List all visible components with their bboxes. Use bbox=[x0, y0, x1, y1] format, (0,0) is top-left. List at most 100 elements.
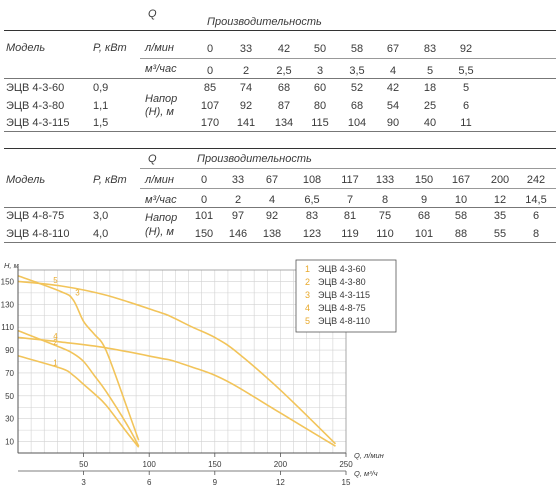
y-tick-label: 150 bbox=[1, 277, 15, 286]
head-value: 104 bbox=[347, 117, 367, 129]
legend-box bbox=[295, 259, 397, 333]
m3h-value: 0 bbox=[206, 65, 214, 77]
m3h-label: м³/час bbox=[145, 63, 177, 75]
m3h-value: 10 bbox=[454, 194, 468, 206]
head-value: 83 bbox=[305, 210, 319, 222]
legend-number: 4 bbox=[305, 303, 310, 313]
header-bottom-rule bbox=[4, 78, 556, 79]
head-value: 60 bbox=[313, 82, 327, 94]
curve-number-label: 1 bbox=[53, 358, 58, 367]
head-value: 11 bbox=[460, 117, 472, 129]
power-header: P, кВт bbox=[93, 42, 127, 54]
m3h-value: 8 bbox=[381, 194, 389, 206]
m3h-value: 5,5 bbox=[458, 65, 474, 77]
curve-number-label: 5 bbox=[53, 276, 58, 285]
y-tick-label: 90 bbox=[5, 346, 14, 355]
performance-label: Производительность bbox=[197, 153, 312, 165]
x2-tick-label: 6 bbox=[147, 478, 152, 487]
y-tick-label: 50 bbox=[5, 392, 14, 401]
head-value: 90 bbox=[386, 117, 400, 129]
lpm-value: 133 bbox=[375, 174, 395, 186]
curve-series-2 bbox=[17, 329, 140, 447]
model-header: Модель bbox=[6, 174, 46, 186]
head-unit-label: (H), м bbox=[145, 226, 174, 238]
q-label: Q bbox=[148, 153, 157, 165]
m3h-value: 0 bbox=[200, 194, 208, 206]
head-value: 138 bbox=[262, 228, 282, 240]
lpm-value: 33 bbox=[231, 174, 245, 186]
lpm-label: л/мин bbox=[145, 174, 174, 186]
m3h-value: 14,5 bbox=[525, 194, 547, 206]
curve-series-4 bbox=[17, 336, 336, 447]
head-value: 6 bbox=[532, 210, 540, 222]
power-value: 1,1 bbox=[93, 100, 109, 112]
head-value: 110 bbox=[376, 228, 394, 240]
power-value: 1,5 bbox=[93, 117, 109, 129]
q-label: Q bbox=[148, 8, 157, 20]
y-tick-label: 130 bbox=[1, 300, 15, 309]
x-tick-label: 200 bbox=[274, 460, 288, 469]
x2-axis-title: Q, м³/ч bbox=[354, 469, 378, 478]
m3h-value: 9 bbox=[420, 194, 428, 206]
m3h-value: 6,5 bbox=[304, 194, 320, 206]
head-value: 101 bbox=[414, 228, 434, 240]
model-name: ЭЦВ 4-8-110 bbox=[6, 228, 70, 240]
head-value: 87 bbox=[277, 100, 291, 112]
head-value: 52 bbox=[350, 82, 364, 94]
power-header: P, кВт bbox=[93, 174, 127, 186]
m3h-value: 4 bbox=[268, 194, 276, 206]
head-value: 6 bbox=[462, 100, 470, 112]
head-value: 18 bbox=[423, 82, 437, 94]
head-value: 42 bbox=[386, 82, 400, 94]
head-value: 92 bbox=[265, 210, 279, 222]
power-value: 0,9 bbox=[93, 82, 109, 94]
curve-series-3 bbox=[17, 274, 140, 441]
chart-legend: 1 ЭЦВ 4-3-60 2 ЭЦВ 4-3-80 3 ЭЦВ 4-3-115 4 ЭЦВ 4… bbox=[295, 259, 397, 333]
head-value: 55 bbox=[493, 228, 507, 240]
x2-tick-label: 12 bbox=[276, 478, 285, 487]
legend-label: ЭЦВ 4-8-110 bbox=[318, 316, 370, 326]
head-value: 35 bbox=[493, 210, 507, 222]
performance-label: Производительность bbox=[207, 16, 322, 28]
lpm-label: л/мин bbox=[145, 42, 174, 54]
lpm-value: 33 bbox=[239, 43, 253, 55]
lpm-value: 0 bbox=[206, 43, 214, 55]
legend-label: ЭЦВ 4-3-60 bbox=[318, 264, 366, 274]
head-value: 40 bbox=[423, 117, 437, 129]
row-divider bbox=[140, 58, 556, 59]
curve-number-label: 2 bbox=[53, 338, 58, 347]
x2-tick-label: 9 bbox=[213, 478, 218, 487]
head-value: 8 bbox=[532, 228, 540, 240]
head-value: 88 bbox=[454, 228, 468, 240]
header-bottom-rule bbox=[4, 207, 556, 208]
lpm-value: 67 bbox=[265, 174, 279, 186]
head-value: 170 bbox=[200, 117, 220, 129]
head-value: 115 bbox=[311, 117, 329, 129]
legend-number: 1 bbox=[305, 264, 310, 274]
m3h-label: м³/час bbox=[145, 194, 177, 206]
head-value: 5 bbox=[462, 82, 470, 94]
m3h-value: 3,5 bbox=[349, 65, 365, 77]
table-top-rule bbox=[4, 148, 556, 149]
model-name: ЭЦВ 4-8-75 bbox=[6, 210, 65, 222]
head-value: 80 bbox=[313, 100, 327, 112]
lpm-value: 42 bbox=[277, 43, 291, 55]
lpm-value: 167 bbox=[451, 174, 471, 186]
y-tick-label: 30 bbox=[5, 415, 14, 424]
curve-number-label: 3 bbox=[75, 289, 80, 298]
head-value: 97 bbox=[231, 210, 245, 222]
m3h-value: 2 bbox=[242, 65, 250, 77]
head-value: 146 bbox=[228, 228, 248, 240]
head-label: Напор bbox=[145, 93, 178, 105]
y-axis-title: H, м bbox=[4, 261, 19, 270]
head-value: 58 bbox=[454, 210, 468, 222]
legend-number: 3 bbox=[305, 290, 310, 300]
head-value: 141 bbox=[236, 117, 256, 129]
lpm-value: 200 bbox=[490, 174, 510, 186]
lpm-value: 108 bbox=[302, 174, 322, 186]
head-value: 74 bbox=[239, 82, 253, 94]
head-value: 123 bbox=[302, 228, 322, 240]
m3h-value: 4 bbox=[389, 65, 397, 77]
head-unit-label: (H), м bbox=[145, 106, 174, 118]
